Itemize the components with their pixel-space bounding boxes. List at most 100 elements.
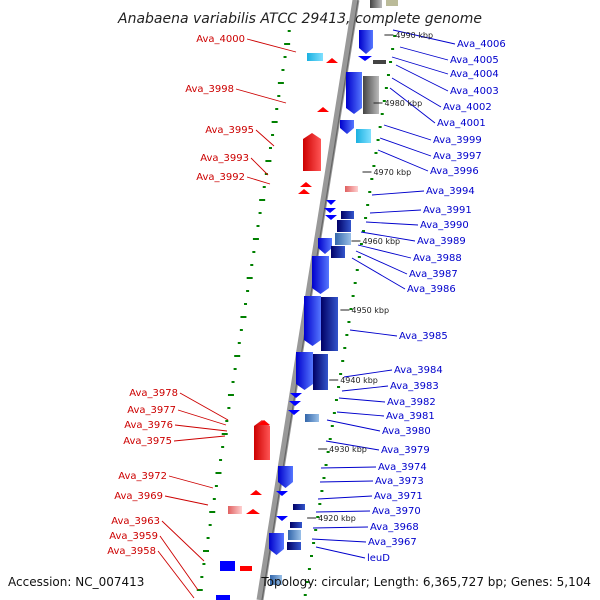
gene-navy [331,246,345,258]
gene-label-left[interactable]: Ava_3998 [185,84,234,95]
reverse-gene-chevron [289,401,301,406]
gene-label-right[interactable]: Ava_4004 [450,69,499,80]
gc-dot-right [334,399,338,401]
gene-label-right[interactable]: Ava_3990 [420,220,469,231]
forward-gene-chevron [258,420,270,425]
gc-dot-right [351,295,355,297]
gc-dot-left [214,485,218,487]
gene-label-left[interactable]: Ava_3969 [114,491,163,502]
kbp-label: 4940 kbp [340,376,378,385]
kbp-label: 4920 kbp [318,514,356,523]
gene-label-left[interactable]: Ava_3976 [124,420,173,431]
gene-label-right[interactable]: Ava_3985 [399,331,448,342]
gene-label-left[interactable]: Ava_3977 [127,405,176,416]
gene-label-right[interactable]: Ava_4005 [450,55,499,66]
gene-label-right[interactable]: Ava_3987 [409,269,458,280]
gc-dot-left [259,199,266,201]
gene-pink [228,506,242,514]
reverse-gene [304,296,321,346]
gene-label-right[interactable]: leuD [367,553,390,564]
gene-label-right[interactable]: Ava_3968 [370,522,419,533]
gene-label-left[interactable]: Ava_3995 [205,125,254,136]
gene-label-right[interactable]: Ava_3970 [372,506,421,517]
gene-label-left[interactable]: Ava_3959 [109,531,158,542]
gene-label-right[interactable]: Ava_3996 [430,166,479,177]
gene-label-right[interactable]: Ava_3982 [387,397,436,408]
gc-dot-right [339,373,343,375]
gc-dot-left [252,238,259,240]
gc-dot-left [246,277,253,279]
gene-label-right[interactable]: Ava_4003 [450,86,499,97]
gc-dot-left [252,251,256,253]
gene-label-left[interactable]: Ava_3978 [129,388,178,399]
gene-label-right[interactable]: Ava_3980 [382,426,431,437]
gene-navy [341,211,354,219]
forward-gene-chevron [317,107,329,112]
gene-label-right[interactable]: Ava_3986 [407,284,456,295]
gc-dot-right [305,581,309,583]
gene-label-right[interactable]: Ava_3967 [368,537,417,548]
gc-dot-left [221,433,228,435]
gene-label-left[interactable]: Ava_4000 [196,34,245,45]
gene-label-left[interactable]: Ava_3958 [107,546,156,557]
forward-gene [303,133,321,171]
gene-label-right[interactable]: Ava_3988 [413,253,462,264]
reverse-gene-chevron [358,56,372,61]
gene-gray [370,0,382,8]
kbp-label: 4980 kbp [385,99,423,108]
gc-dot-right [362,230,365,232]
gene-navy [321,297,338,351]
gene-label-right[interactable]: Ava_3983 [390,381,439,392]
reverse-gene [340,120,354,134]
gene-label-left[interactable]: Ava_3975 [123,436,172,447]
gc-dot-right [330,425,334,427]
gc-dot-left [233,368,237,370]
gene-label-left[interactable]: Ava_3972 [118,471,167,482]
gene-label-right[interactable]: Ava_3979 [381,445,430,456]
gene-steel [288,530,301,540]
gene-label-right[interactable]: Ava_3989 [417,236,466,247]
gene-label-right[interactable]: Ava_3971 [374,491,423,502]
kbp-label: 4960 kbp [362,237,400,246]
gc-dot-left [212,498,216,500]
gene-label-right[interactable]: Ava_3984 [394,365,443,376]
gene-blue [216,595,230,600]
gc-dot-right [389,61,393,63]
gene-label-left[interactable]: Ava_3992 [196,172,245,183]
gene-label-right[interactable]: Ava_4006 [457,39,506,50]
kbp-label: 4930 kbp [329,445,367,454]
gene-label-left[interactable]: Ava_3993 [200,153,249,164]
gc-dot-left [202,563,206,565]
reverse-gene [278,466,293,488]
gene-label-right[interactable]: Ava_3994 [426,186,475,197]
gene-label-right[interactable]: Ava_4001 [437,118,486,129]
reverse-gene [346,72,362,114]
forward-gene-chevron [298,189,310,194]
gc-dot-right [349,308,353,310]
gc-dot-left [206,537,210,539]
gc-dot-left [264,173,268,175]
gc-dot-right [374,152,378,154]
gc-dot-right [372,165,376,167]
gene-label-right[interactable]: Ava_3974 [378,462,427,473]
gc-dot-right [355,269,359,271]
gene-gray [363,76,379,114]
gene-label-right[interactable]: Ava_3997 [433,151,482,162]
gc-dot-right [332,412,336,414]
gene-label-left[interactable]: Ava_3963 [111,516,160,527]
gc-dot-right [357,256,361,258]
right-gene-labels: Ava_4006 Ava_4005 Ava_4004 Ava_4003 Ava_4002… [367,39,506,564]
gc-dot-right [386,74,390,76]
gene-label-right[interactable]: Ava_3981 [386,411,435,422]
gene-label-right[interactable]: Ava_4002 [443,102,492,113]
gc-dot-right [353,282,357,284]
reverse-gene-chevron [276,491,288,496]
gene-navy [337,220,351,232]
gc-dot-left [284,43,291,45]
coordinate-marks: 4990 kbp 4980 kbp 4970 kbp 4960 kbp 4950 kbp… [307,31,433,523]
gene-label-right[interactable]: Ava_3999 [433,135,482,146]
gene-label-right[interactable]: Ava_3973 [375,476,424,487]
gene-label-right[interactable]: Ava_3991 [423,205,472,216]
genome-title: Anabaena variabilis ATCC 29413, complete… [117,11,482,27]
